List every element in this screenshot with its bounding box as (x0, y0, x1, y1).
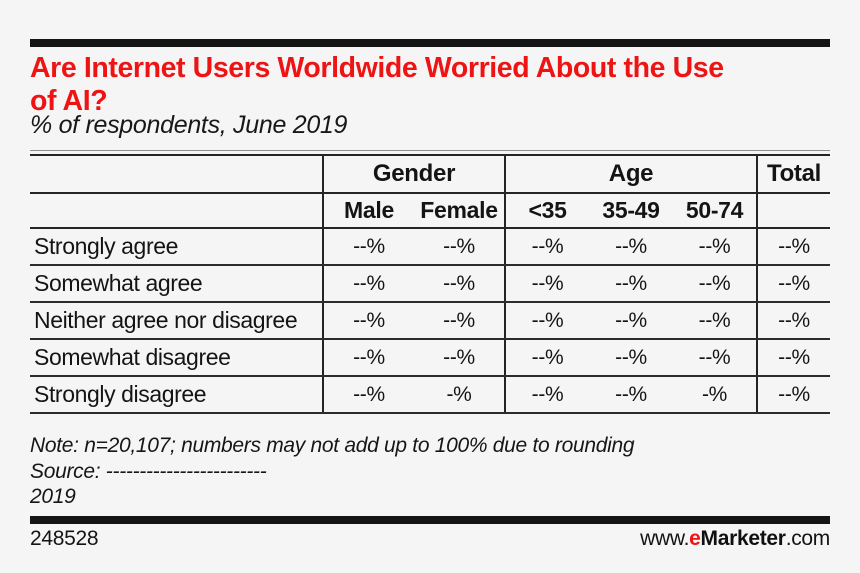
column-header-male: Male (322, 193, 414, 229)
value-cell: --% (756, 228, 831, 266)
value-cell: --% (504, 302, 590, 340)
table-row-somewhat-agree: Somewhat agree --% --% --% --% --% --% (30, 265, 831, 303)
column-header-under-35: <35 (504, 193, 590, 229)
table-row-strongly-agree: Strongly agree --% --% --% --% --% --% (30, 228, 831, 266)
value-cell: -% (414, 376, 506, 414)
value-cell: --% (589, 376, 674, 414)
value-cell: --% (322, 228, 414, 266)
value-cell: --% (322, 302, 414, 340)
value-cell: --% (414, 302, 506, 340)
source-year: 2019 (30, 485, 76, 508)
chart-subtitle: % of respondents, June 2019 (30, 111, 348, 139)
top-rule (30, 39, 830, 47)
footnotes: Note: n=20,107; numbers may not add up t… (30, 433, 830, 510)
value-cell: --% (504, 339, 590, 377)
row-label: Strongly disagree (30, 376, 323, 414)
brand-e: e (689, 527, 701, 550)
row-label: Neither agree nor disagree (30, 302, 323, 340)
value-cell: --% (673, 339, 758, 377)
value-cell: --% (589, 302, 674, 340)
source-text: Source: ------------------------ (30, 459, 267, 483)
chart-title-line-2: of AI? (30, 85, 108, 117)
row-label: Somewhat disagree (30, 339, 323, 377)
value-cell: --% (414, 228, 506, 266)
value-cell: --% (414, 265, 506, 303)
value-cell: --% (756, 265, 831, 303)
emarketer-wordmark: www.eMarketer.com (640, 527, 830, 551)
value-cell: --% (756, 376, 831, 414)
value-cell: --% (504, 265, 590, 303)
value-cell: -% (673, 376, 758, 414)
value-cell: --% (589, 339, 674, 377)
footer: 248528 www.eMarketer.com (30, 527, 830, 551)
column-header-total-blank (756, 193, 831, 229)
value-cell: --% (589, 265, 674, 303)
value-cell: --% (756, 302, 831, 340)
value-cell: --% (414, 339, 506, 377)
data-table-wrapper: Gender Age Total Male Female <35 35-49 5… (30, 150, 831, 414)
column-group-gender: Gender (321, 155, 506, 194)
value-cell: --% (322, 339, 414, 377)
row-label-subheader-blank (30, 193, 323, 229)
row-label-header-blank (30, 155, 323, 194)
note-text: Note: n=20,107; numbers may not add up t… (30, 434, 635, 457)
column-subheader-row: Male Female <35 35-49 50-74 (30, 193, 831, 229)
brand-com: .com (785, 527, 831, 550)
row-label: Strongly agree (30, 228, 323, 266)
column-header-female: Female (414, 193, 506, 229)
data-table: Gender Age Total Male Female <35 35-49 5… (30, 154, 831, 414)
column-header-35-49: 35-49 (589, 193, 674, 229)
value-cell: --% (673, 228, 758, 266)
column-header-50-74: 50-74 (673, 193, 758, 229)
table-row-neither: Neither agree nor disagree --% --% --% -… (30, 302, 831, 340)
value-cell: --% (589, 228, 674, 266)
value-cell: --% (673, 302, 758, 340)
column-group-age: Age (504, 155, 758, 194)
brand-marketer: Marketer (700, 527, 786, 550)
brand-www: www. (640, 527, 690, 550)
table-row-strongly-disagree: Strongly disagree --% -% --% --% -% --% (30, 376, 831, 414)
value-cell: --% (673, 265, 758, 303)
chart-title: Are Internet Users Worldwide Worried Abo… (30, 52, 830, 118)
table-row-somewhat-disagree: Somewhat disagree --% --% --% --% --% --… (30, 339, 831, 377)
column-group-total: Total (756, 155, 831, 194)
value-cell: --% (504, 376, 590, 414)
chart-title-line-1: Are Internet Users Worldwide Worried Abo… (30, 52, 724, 84)
value-cell: --% (322, 265, 414, 303)
value-cell: --% (322, 376, 414, 414)
value-cell: --% (504, 228, 590, 266)
value-cell: --% (756, 339, 831, 377)
row-label: Somewhat agree (30, 265, 323, 303)
chart-id: 248528 (30, 527, 99, 550)
bottom-rule (30, 516, 830, 524)
column-group-header-row: Gender Age Total (30, 155, 831, 194)
